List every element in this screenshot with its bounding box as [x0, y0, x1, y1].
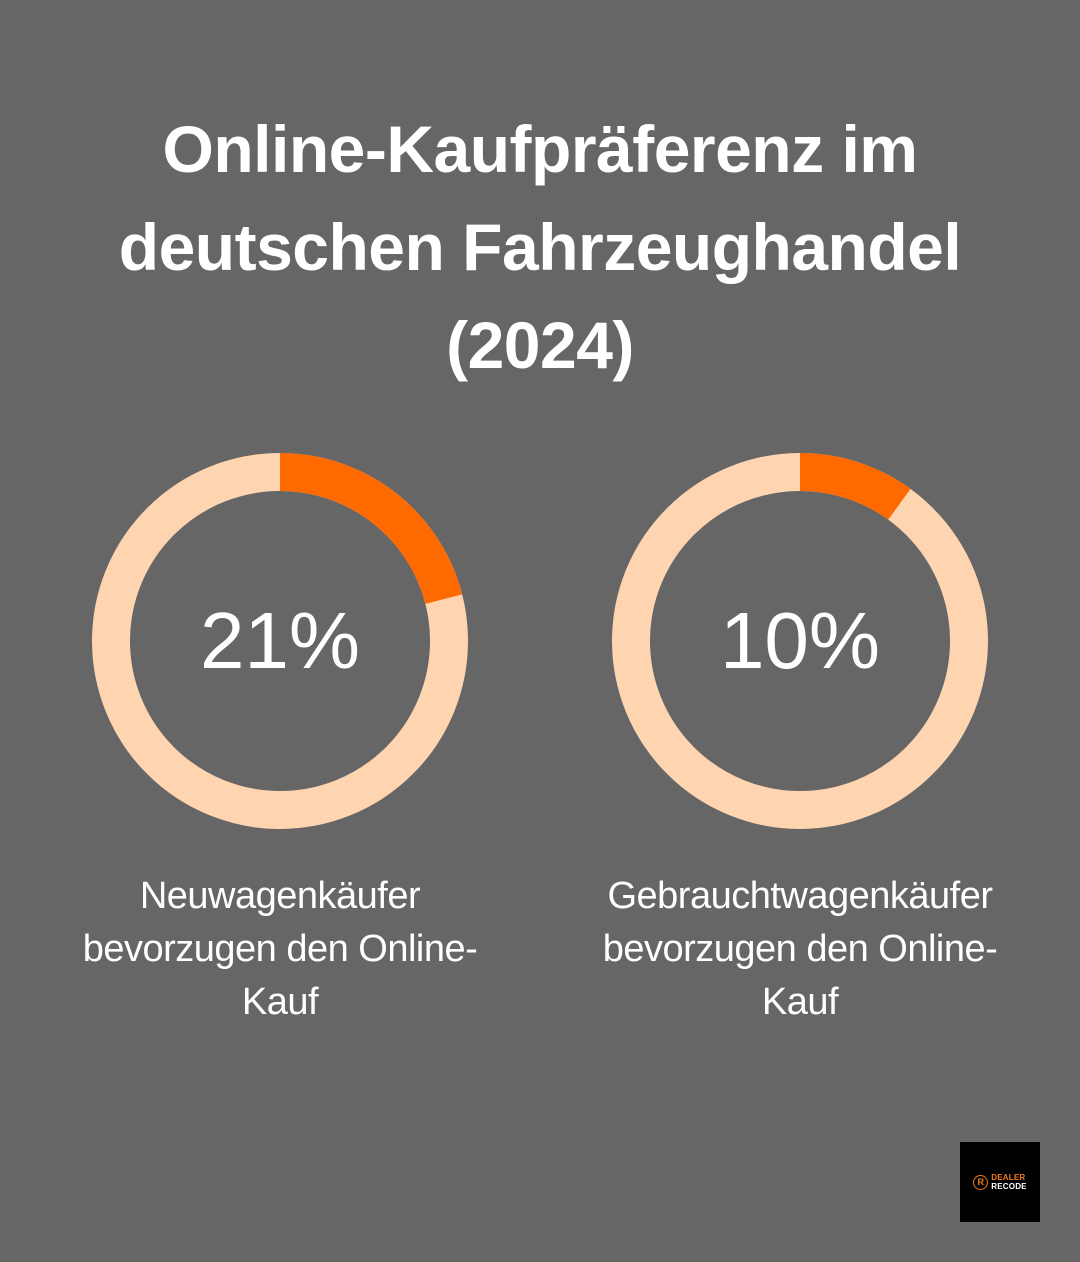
- title-line-3: (2024): [446, 308, 634, 382]
- title-line-1: Online-Kaufpräferenz im: [162, 112, 918, 186]
- caption-line: bevorzugen den Online-: [82, 928, 478, 970]
- caption-line: Neuwagenkäufer: [139, 875, 421, 917]
- caption-line: Kauf: [761, 981, 839, 1023]
- logo-wordmark: DEALER RECODE: [991, 1173, 1026, 1191]
- logo-line-1: DEALER: [991, 1173, 1026, 1182]
- caption-line: Gebrauchtwagenkäufer: [607, 875, 993, 917]
- donut-ring: [92, 453, 468, 829]
- donut-value: 21%: [199, 596, 361, 685]
- donut-chart-new-cars: 21%: [92, 453, 468, 829]
- caption-line: bevorzugen den Online-: [602, 928, 998, 970]
- page-title: Online-Kaufpräferenz im deutschen Fahrze…: [20, 100, 1060, 394]
- brand-logo: R DEALER RECODE: [960, 1142, 1040, 1222]
- title-line-2: deutschen Fahrzeughandel: [118, 210, 962, 284]
- logo-r-icon: R: [973, 1174, 989, 1190]
- caption-line: Kauf: [241, 981, 319, 1023]
- caption-used-cars: Gebrauchtwagenkäufer bevorzugen den Onli…: [570, 870, 1030, 1029]
- donut-value: 10%: [719, 596, 881, 685]
- logo-line-2: RECODE: [991, 1182, 1027, 1191]
- donut-chart-used-cars: 10%: [612, 453, 988, 829]
- donut-ring: [612, 453, 988, 829]
- caption-new-cars: Neuwagenkäufer bevorzugen den Online- Ka…: [50, 870, 510, 1029]
